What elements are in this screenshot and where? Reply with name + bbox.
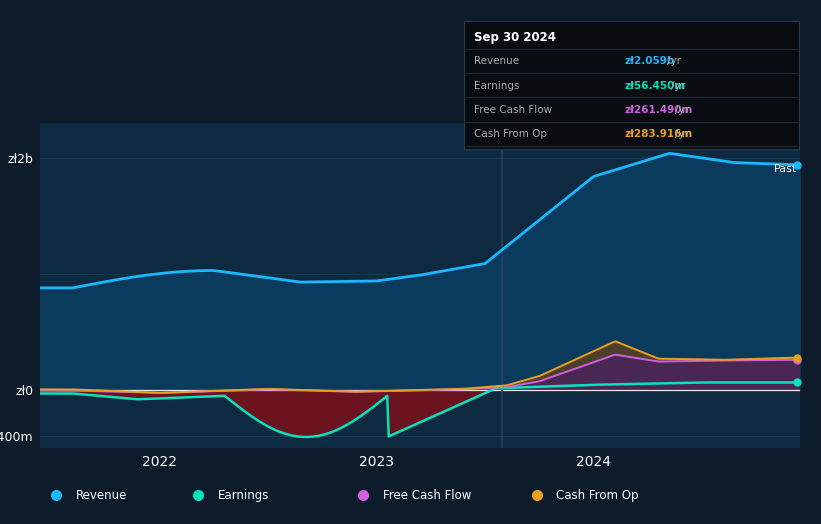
Text: /yr: /yr (671, 81, 685, 91)
Text: Earnings: Earnings (474, 81, 520, 91)
Text: Free Cash Flow: Free Cash Flow (383, 489, 471, 501)
FancyBboxPatch shape (1, 471, 820, 520)
Text: zł2.059b: zł2.059b (625, 57, 675, 67)
Text: Cash From Op: Cash From Op (474, 129, 547, 139)
Text: Cash From Op: Cash From Op (557, 489, 639, 501)
Text: Revenue: Revenue (474, 57, 519, 67)
Text: /yr: /yr (675, 105, 689, 115)
Text: Past: Past (774, 163, 797, 173)
Text: zł56.450m: zł56.450m (625, 81, 686, 91)
Text: Free Cash Flow: Free Cash Flow (474, 105, 552, 115)
Text: /yr: /yr (667, 57, 681, 67)
Text: zł261.490m: zł261.490m (625, 105, 693, 115)
Text: zł283.916m: zł283.916m (625, 129, 693, 139)
Text: /yr: /yr (675, 129, 689, 139)
Text: Sep 30 2024: Sep 30 2024 (474, 31, 556, 44)
Text: Revenue: Revenue (76, 489, 127, 501)
Text: Earnings: Earnings (218, 489, 268, 501)
